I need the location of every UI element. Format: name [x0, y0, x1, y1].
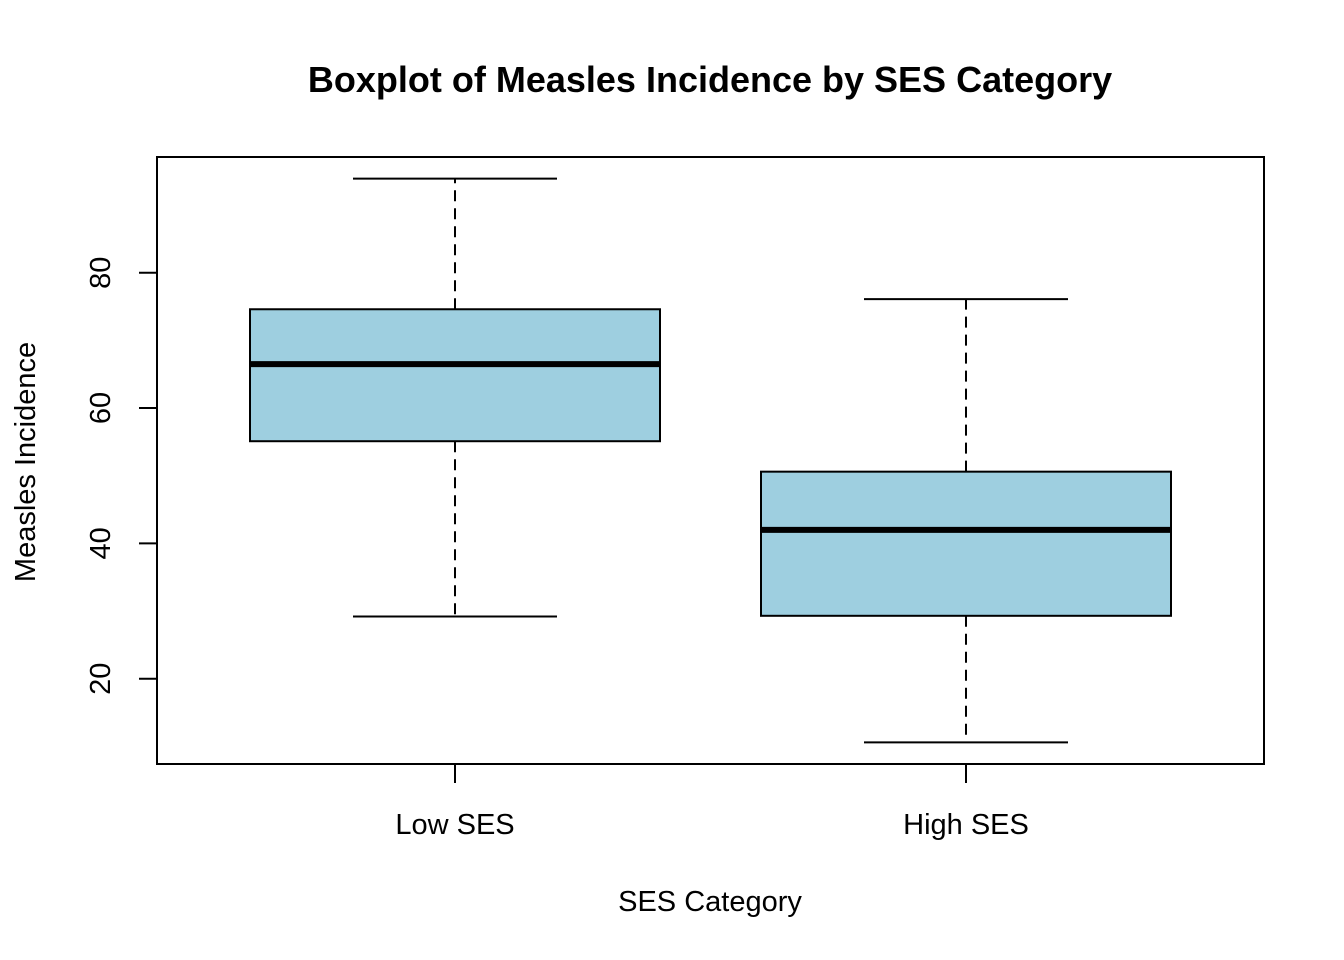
iqr-box — [760, 470, 1172, 617]
box-group-low-ses — [249, 177, 661, 618]
boxplot-marks — [249, 177, 1172, 744]
box-group-high-ses — [760, 298, 1172, 744]
y-axis: 20 40 60 80 — [85, 257, 158, 695]
x-tick-label: Low SES — [395, 809, 514, 841]
y-tick-label: 20 — [85, 663, 117, 695]
y-axis-label: Measles Incidence — [10, 342, 42, 582]
chart-title: Boxplot of Measles Incidence by SES Cate… — [308, 59, 1112, 100]
x-axis-label: SES Category — [618, 886, 802, 918]
x-axis: Low SES High SES — [395, 763, 1029, 841]
iqr-box — [249, 308, 661, 443]
y-tick-label: 60 — [85, 392, 117, 424]
y-tick-label: 40 — [85, 527, 117, 559]
plot-area-frame — [156, 156, 1265, 765]
y-tick-label: 80 — [85, 257, 117, 289]
x-tick-label: High SES — [903, 809, 1029, 841]
